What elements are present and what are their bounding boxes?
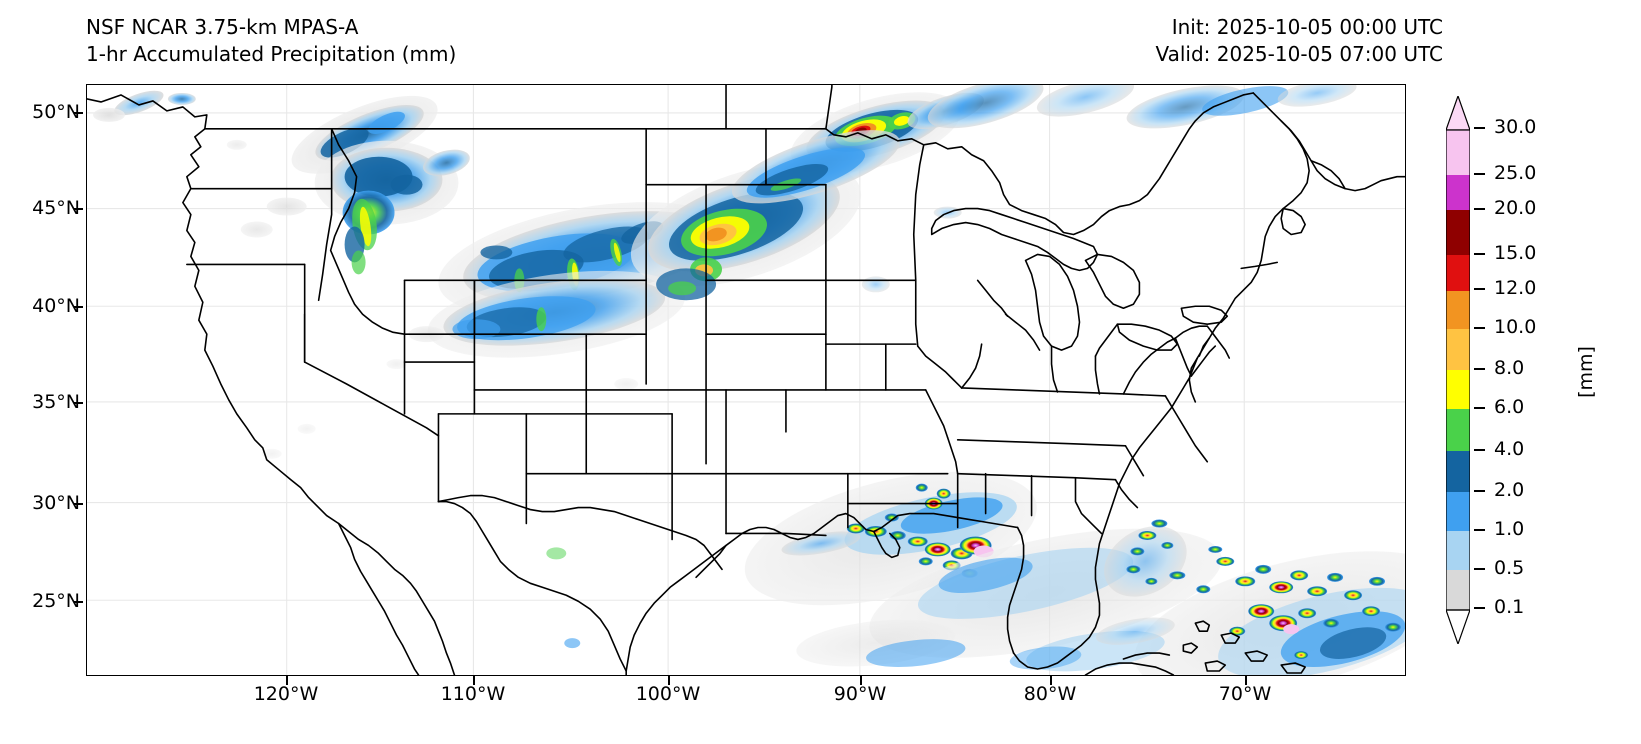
- field-name-line: 1-hr Accumulated Precipitation (mm): [86, 42, 457, 66]
- x-tick: [286, 676, 288, 685]
- atlantic-cells: [1169, 545, 1402, 660]
- colorbar-tick: [1474, 607, 1485, 609]
- model-name-line: NSF NCAR 3.75-km MPAS-A: [86, 15, 359, 39]
- colorbar-tick: [1474, 529, 1485, 531]
- colorbar-tick-label: 8.0: [1494, 357, 1525, 379]
- x-axis-label: 120°W: [253, 683, 319, 705]
- x-axis-label: 90°W: [833, 683, 887, 705]
- valid-time-block: Init: 2025-10-05 00:00 UTC Valid: 2025-10…: [1155, 14, 1443, 68]
- y-axis-label: 50°N: [32, 101, 80, 123]
- colorbar-tick-label: 0.1: [1494, 596, 1525, 618]
- x-tick: [473, 676, 475, 685]
- y-axis-label: 25°N: [32, 590, 80, 612]
- colorbar-tick: [1474, 449, 1485, 451]
- model-title: NSF NCAR 3.75-km MPAS-A 1-hr Accumulated …: [86, 14, 456, 68]
- map-boundaries: [87, 85, 1405, 675]
- colorbar-tick-label: 2.0: [1494, 479, 1525, 501]
- colorbar-tick: [1474, 208, 1485, 210]
- y-tick: [74, 503, 83, 505]
- colorbar-tick-label: 6.0: [1494, 396, 1525, 418]
- colorbar-tick-label: 0.5: [1494, 557, 1525, 579]
- x-axis-label: 70°W: [1218, 683, 1272, 705]
- y-tick: [74, 402, 83, 404]
- x-tick: [1050, 676, 1052, 685]
- colorbar-tick-label: 4.0: [1494, 438, 1525, 460]
- colorbar-unit-label: [mm]: [1575, 346, 1597, 398]
- colorbar-tick: [1474, 127, 1485, 129]
- colorbar-tick-label: 25.0: [1494, 162, 1537, 184]
- colorbar-tick: [1474, 568, 1485, 570]
- colorbar-tick-label: 12.0: [1494, 277, 1537, 299]
- valid-time-label: Valid: 2025-10-05 07:00 UTC: [1155, 42, 1443, 66]
- y-axis-label: 30°N: [32, 492, 80, 514]
- x-axis-label: 110°W: [440, 683, 506, 705]
- colorbar-tick-label: 20.0: [1494, 197, 1537, 219]
- colorbar-swatches: [1446, 96, 1470, 644]
- colorbar-tick: [1474, 490, 1485, 492]
- y-axis-label: 40°N: [32, 295, 80, 317]
- map-axes[interactable]: [86, 84, 1406, 676]
- colorbar-tick: [1474, 327, 1485, 329]
- colorbar-tick: [1474, 288, 1485, 290]
- colorbar-tick: [1474, 407, 1485, 409]
- x-tick: [860, 676, 862, 685]
- colorbar-tick-label: 10.0: [1494, 316, 1537, 338]
- x-axis-label: 100°W: [635, 683, 701, 705]
- colorbar-tick-label: 15.0: [1494, 242, 1537, 264]
- colorbar-tick-label: 1.0: [1494, 518, 1525, 540]
- y-tick: [74, 306, 83, 308]
- precipitation-field: [92, 85, 1405, 675]
- x-axis-label: 80°W: [1023, 683, 1077, 705]
- init-time-label: Init: 2025-10-05 00:00 UTC: [1171, 15, 1443, 39]
- colorbar-tick: [1474, 173, 1485, 175]
- colorbar-tick: [1474, 368, 1485, 370]
- colorbar-tick: [1474, 253, 1485, 255]
- colorbar[interactable]: [1446, 96, 1470, 644]
- y-tick: [74, 601, 83, 603]
- y-tick: [74, 208, 83, 210]
- colorbar-tick-label: 30.0: [1494, 116, 1537, 138]
- y-axis-label: 35°N: [32, 391, 80, 413]
- map-canvas: [87, 85, 1405, 675]
- y-tick: [74, 112, 83, 114]
- x-tick: [1245, 676, 1247, 685]
- map-gridlines: [87, 85, 1405, 675]
- y-axis-label: 45°N: [32, 197, 80, 219]
- x-tick: [668, 676, 670, 685]
